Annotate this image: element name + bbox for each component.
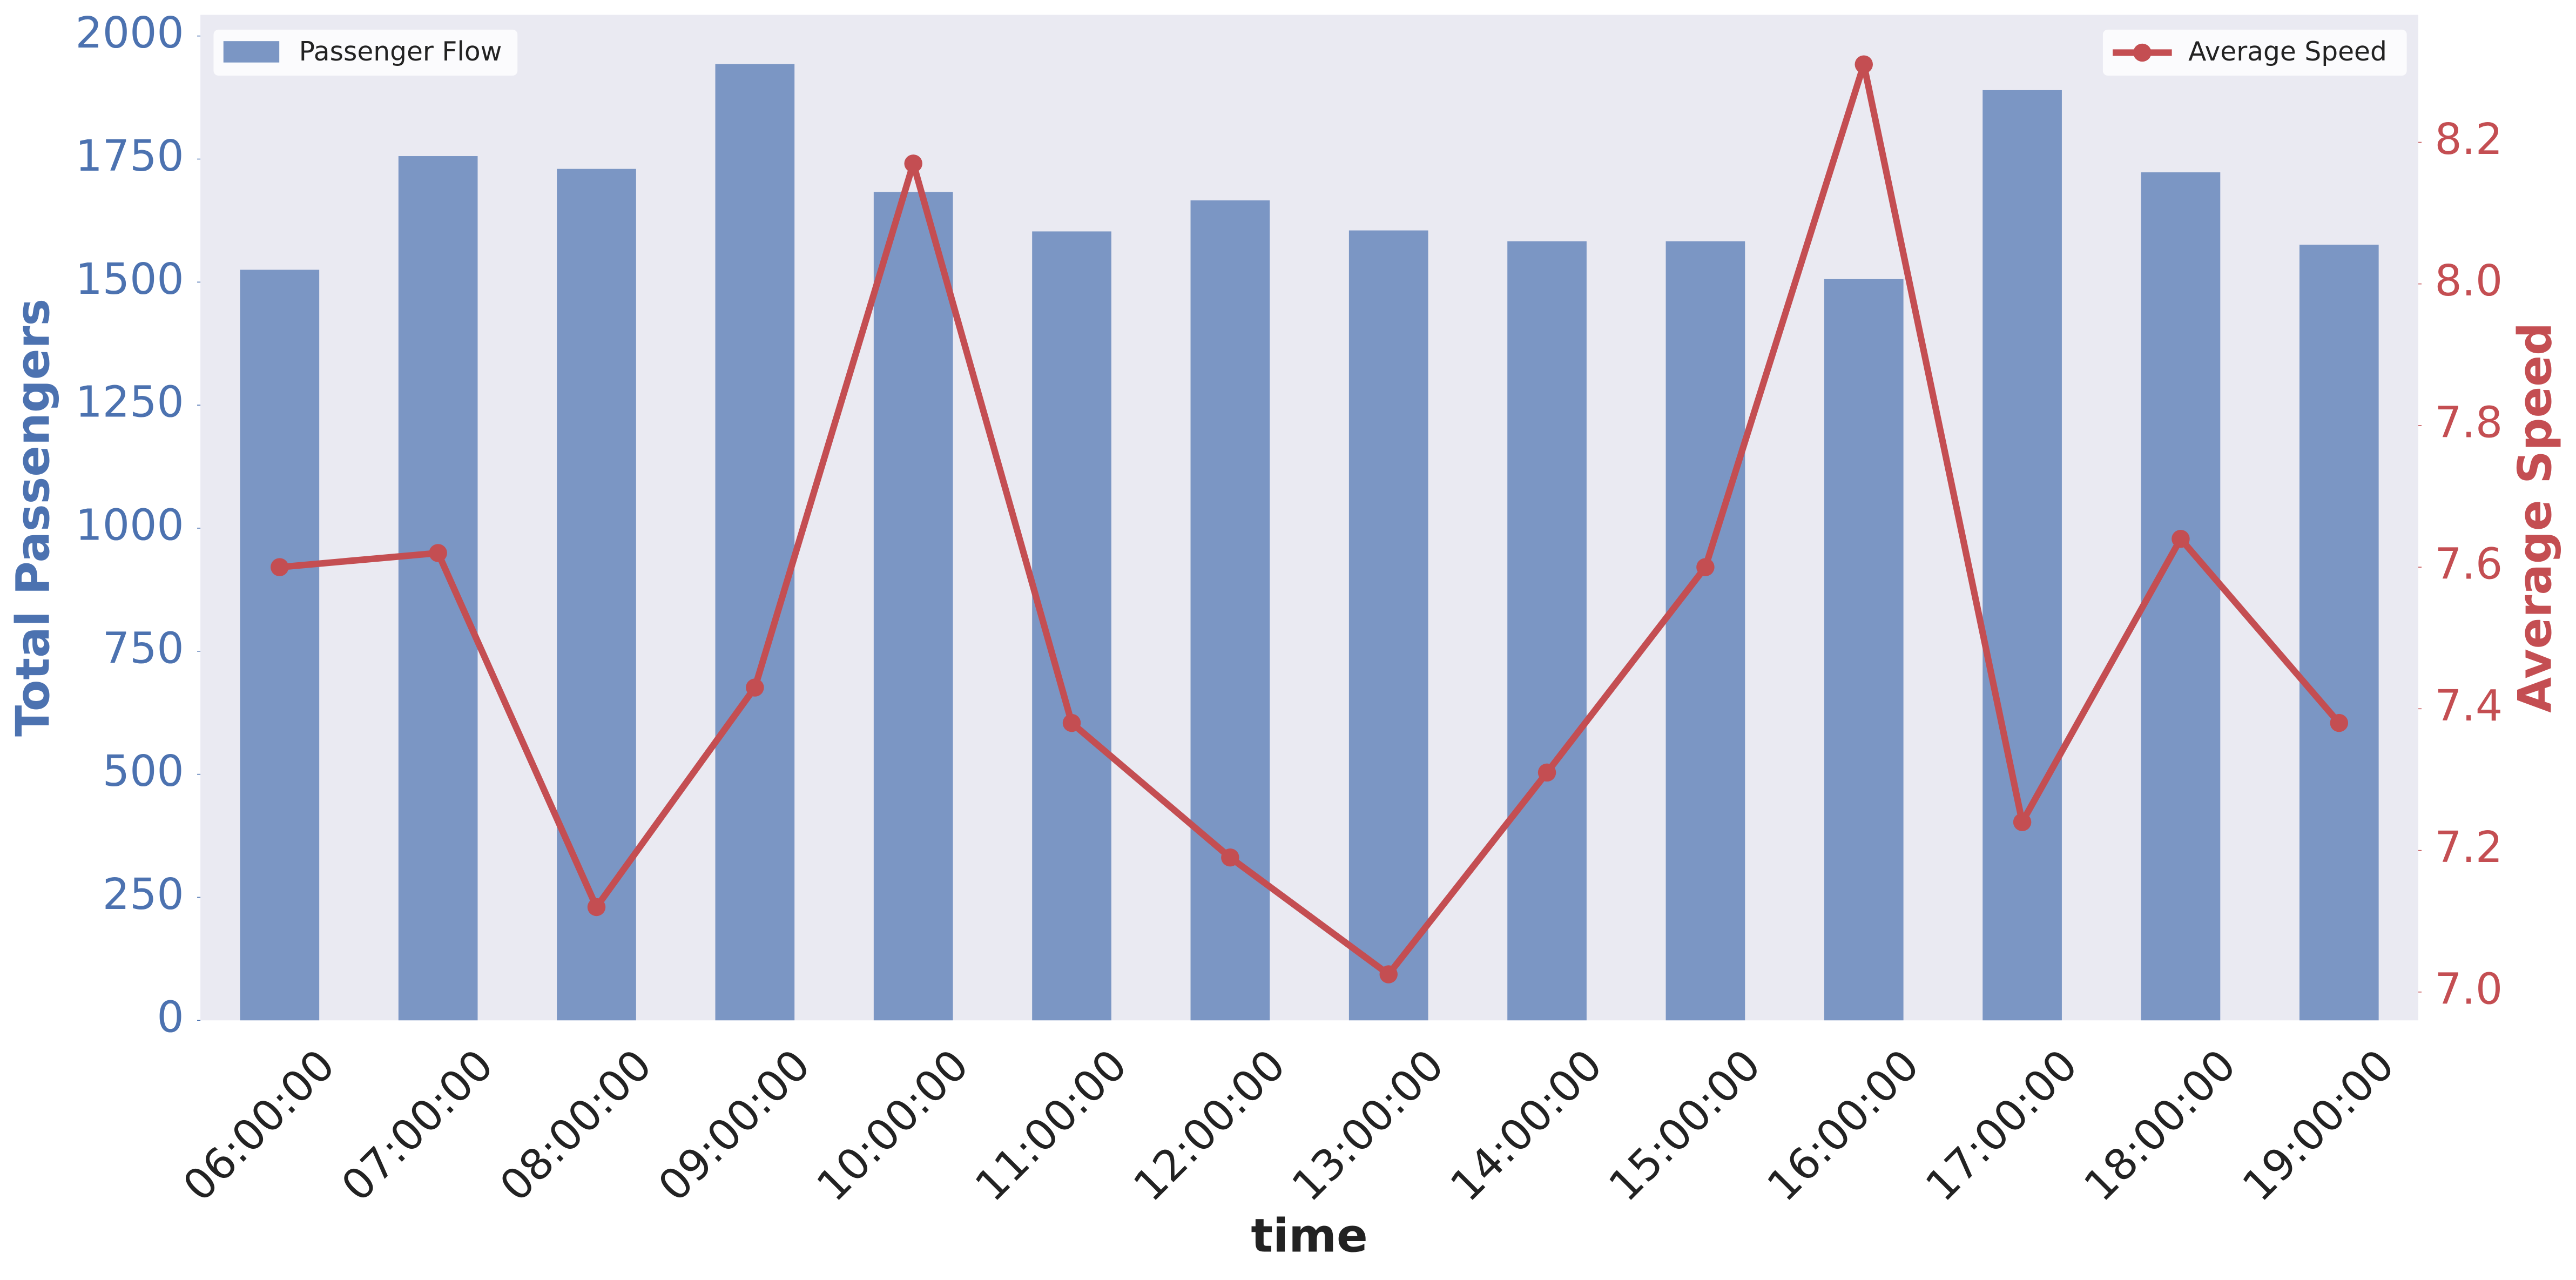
line xyxy=(279,61,2342,978)
y-tick-label: 250 xyxy=(103,870,184,919)
y-tick-label: 1750 xyxy=(75,131,184,181)
x-tick-label: 09:00:00 xyxy=(649,1040,820,1211)
y-tick-label: 1250 xyxy=(75,378,184,427)
line-marker xyxy=(2013,813,2032,831)
x-tick-label: 17:00:00 xyxy=(1916,1040,2087,1211)
legend-marker xyxy=(2133,43,2152,62)
y2-tick-label: 7.4 xyxy=(2435,681,2503,731)
x-tick-label: 07:00:00 xyxy=(332,1040,503,1211)
x-tick-label: 16:00:00 xyxy=(1758,1040,1928,1211)
legend-label: Average Speed xyxy=(2188,37,2387,67)
plot-background xyxy=(200,15,2418,1021)
y-tick-label: 0 xyxy=(157,993,184,1042)
line-marker xyxy=(1379,965,1398,983)
bar xyxy=(557,169,636,1021)
x-axis-label: time xyxy=(1251,1209,1367,1263)
x-tick-label: 11:00:00 xyxy=(966,1040,1136,1211)
line-marker xyxy=(2172,529,2190,548)
line-marker xyxy=(1855,55,1873,73)
y2-tick-label: 8.0 xyxy=(2435,256,2503,306)
legend-box xyxy=(2102,29,2407,76)
bar xyxy=(715,64,795,1021)
bar xyxy=(873,192,953,1021)
y2-tick-label: 8.2 xyxy=(2435,114,2503,164)
line-marker xyxy=(2330,713,2349,732)
legend: Average Speed xyxy=(2102,29,2407,76)
bar xyxy=(1824,279,1904,1021)
y-tick-label: 1500 xyxy=(75,254,184,304)
line-marker xyxy=(1062,713,1081,732)
bar xyxy=(2299,245,2379,1021)
y2-tick-label: 7.8 xyxy=(2435,398,2503,447)
bar xyxy=(398,156,478,1021)
y-tick-label: 2000 xyxy=(75,8,184,58)
bar xyxy=(1507,241,1587,1021)
bar xyxy=(1982,90,2062,1021)
line-marker xyxy=(1696,558,1715,576)
bar xyxy=(1348,230,1428,1021)
x-tick-label: 12:00:00 xyxy=(1124,1040,1295,1211)
line-marker xyxy=(904,154,922,173)
y-tick-label: 1000 xyxy=(75,500,184,550)
x-tick-label: 10:00:00 xyxy=(807,1040,978,1211)
x-tick-label: 08:00:00 xyxy=(490,1040,661,1211)
y2-axis-label: Average Speed xyxy=(2508,322,2562,713)
bar xyxy=(2141,172,2221,1021)
x-tick-label: 15:00:00 xyxy=(1600,1040,1770,1211)
y2-tick-label: 7.0 xyxy=(2435,964,2503,1014)
x-tick-label: 19:00:00 xyxy=(2233,1040,2404,1211)
y-axis-label: Total Passengers xyxy=(6,299,60,737)
line-marker xyxy=(587,898,606,917)
y-tick-label: 750 xyxy=(103,623,184,673)
line-marker xyxy=(271,558,289,576)
line-marker xyxy=(429,544,447,562)
x-tick-label: 18:00:00 xyxy=(2075,1040,2245,1211)
legend-box xyxy=(213,29,518,76)
line-marker xyxy=(1537,763,1556,782)
x-tick-label: 06:00:00 xyxy=(173,1040,344,1211)
legend: Passenger Flow xyxy=(213,29,518,76)
y-tick-label: 500 xyxy=(103,746,184,796)
bar xyxy=(240,270,320,1021)
legend-swatch xyxy=(223,41,280,63)
legend-label: Passenger Flow xyxy=(299,37,502,67)
bar xyxy=(1665,241,1745,1021)
bar xyxy=(1190,200,1270,1021)
x-tick-label: 13:00:00 xyxy=(1283,1040,1453,1211)
y2-tick-label: 7.2 xyxy=(2435,823,2503,872)
line-marker xyxy=(746,678,764,697)
y2-tick-label: 7.6 xyxy=(2435,540,2503,589)
line-marker xyxy=(1221,848,1239,867)
x-tick-label: 14:00:00 xyxy=(1441,1040,1611,1211)
